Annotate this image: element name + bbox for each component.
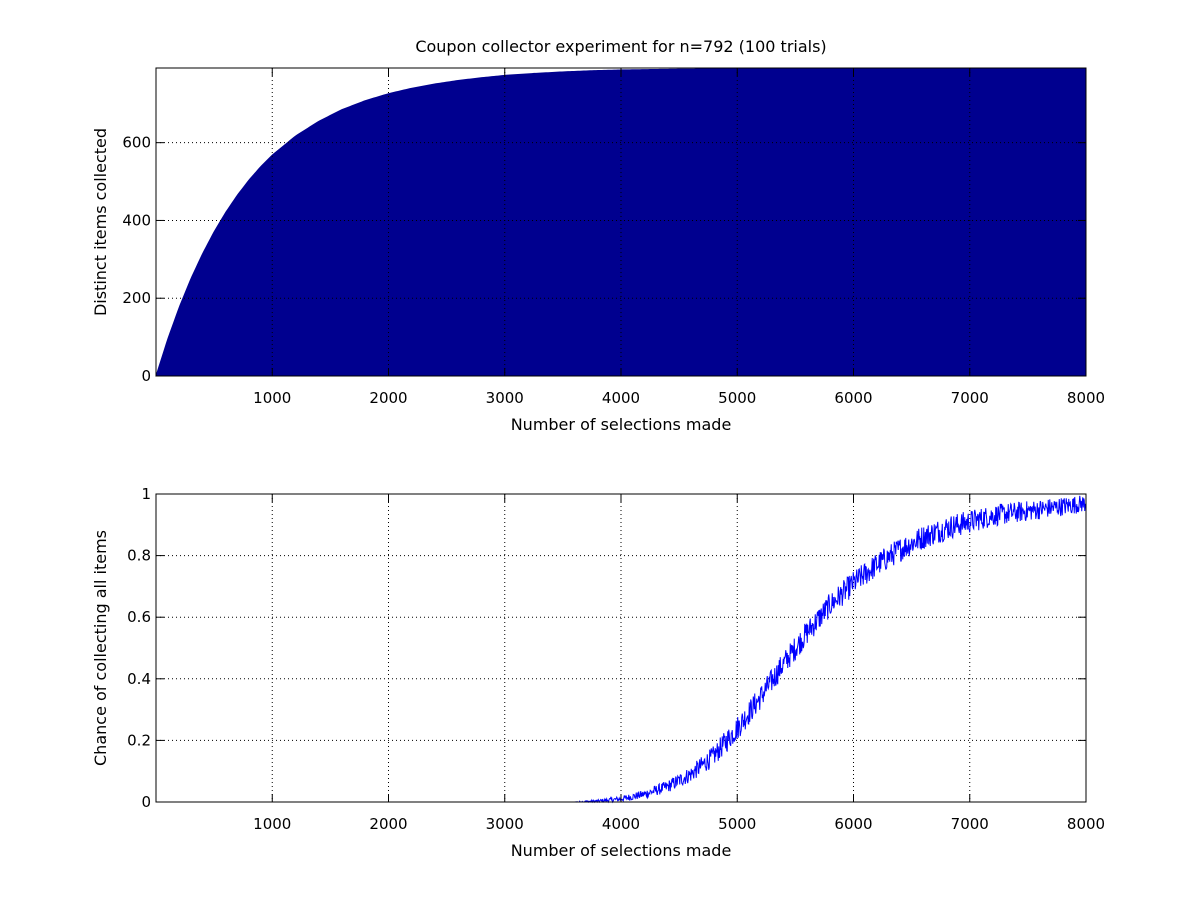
bottom-y-axis-label: Chance of collecting all items	[91, 530, 110, 766]
probability-line	[551, 495, 1087, 804]
y-tick-label: 0	[141, 367, 151, 385]
x-tick-label: 3000	[486, 815, 524, 833]
top-y-ticks: 0 200 400 600	[122, 134, 1086, 385]
y-tick-label: 0	[141, 793, 151, 811]
x-tick-label: 5000	[718, 815, 756, 833]
top-x-ticks: 1000 2000 3000 4000 5000 6000 7000 8000	[253, 68, 1105, 407]
y-tick-label: 0.2	[127, 731, 151, 749]
x-tick-label: 1000	[253, 815, 291, 833]
bottom-subplot: 1000 2000 3000 4000 5000 6000 7000 8000 0 0.2 0.4…	[91, 485, 1105, 860]
x-tick-label: 8000	[1067, 389, 1105, 407]
y-tick-label: 400	[122, 211, 151, 229]
x-tick-label: 4000	[602, 389, 640, 407]
bottom-x-axis-label: Number of selections made	[511, 841, 732, 860]
y-tick-label: 0.8	[127, 547, 151, 565]
y-tick-label: 0.6	[127, 608, 151, 626]
x-tick-label: 7000	[951, 815, 989, 833]
y-tick-label: 200	[122, 289, 151, 307]
bottom-y-ticks: 0 0.2 0.4 0.6 0.8 1	[127, 485, 1086, 811]
x-tick-label: 8000	[1067, 815, 1105, 833]
x-tick-label: 2000	[369, 389, 407, 407]
bottom-grid	[156, 494, 1086, 802]
bottom-x-ticks: 1000 2000 3000 4000 5000 6000 7000 8000	[253, 494, 1105, 833]
x-tick-label: 3000	[486, 389, 524, 407]
x-tick-label: 6000	[834, 815, 872, 833]
line-series	[551, 495, 1087, 804]
top-y-axis-label: Distinct items collected	[91, 128, 110, 316]
x-tick-label: 6000	[834, 389, 872, 407]
top-grid	[156, 68, 1086, 376]
chart-title: Coupon collector experiment for n=792 (1…	[415, 37, 826, 56]
y-tick-label: 1	[141, 485, 151, 503]
x-tick-label: 1000	[253, 389, 291, 407]
x-tick-label: 5000	[718, 389, 756, 407]
x-tick-label: 2000	[369, 815, 407, 833]
y-tick-label: 600	[122, 134, 151, 152]
x-tick-label: 7000	[951, 389, 989, 407]
y-tick-label: 0.4	[127, 670, 151, 688]
top-x-axis-label: Number of selections made	[511, 415, 732, 434]
x-tick-label: 4000	[602, 815, 640, 833]
top-subplot: 1000 2000 3000 4000 5000 6000 7000 8000 0 200 400…	[91, 37, 1105, 434]
